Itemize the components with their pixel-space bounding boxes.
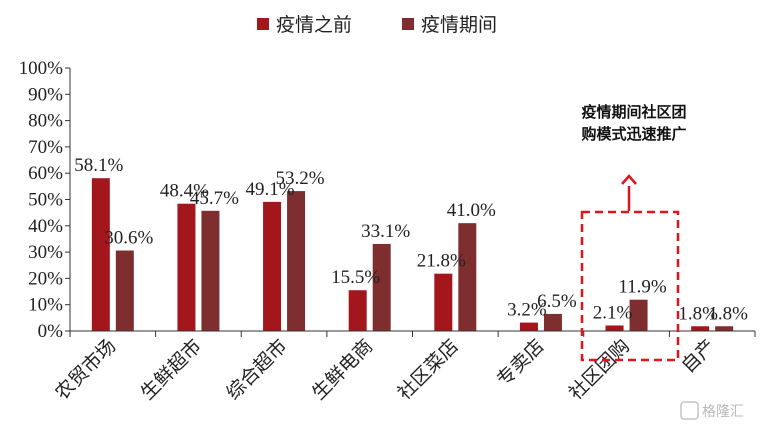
x-category-label: 农贸市场 <box>51 335 120 404</box>
data-label: 53.2% <box>276 168 325 189</box>
annotation: 疫情期间社区团 购模式迅速推广 <box>580 103 687 362</box>
bar <box>91 178 110 331</box>
y-tick-label: 90% <box>28 84 63 105</box>
bar <box>263 201 282 331</box>
bars <box>91 178 734 331</box>
bar <box>691 326 710 331</box>
y-tick-label: 100% <box>19 58 64 79</box>
data-label: 49.1% <box>246 179 295 200</box>
x-category-label: 生鲜超市 <box>137 335 206 404</box>
bar <box>543 313 562 331</box>
y-tick-label: 70% <box>28 137 63 158</box>
data-label: 1.8% <box>678 303 718 324</box>
data-label: 11.9% <box>618 277 667 298</box>
bar <box>372 243 391 331</box>
bar <box>177 203 196 331</box>
x-category-label: 综合超市 <box>222 335 291 404</box>
y-tick-label: 10% <box>28 295 63 316</box>
data-label: 6.5% <box>537 291 577 312</box>
data-label: 15.5% <box>331 267 380 288</box>
x-category-label: 自产 <box>677 335 719 377</box>
y-tick-label: 0% <box>38 321 64 342</box>
bar <box>629 299 648 331</box>
data-label: 21.8% <box>417 251 466 272</box>
bar <box>115 250 134 331</box>
bar <box>287 191 306 331</box>
legend-label-before: 疫情之前 <box>276 14 352 36</box>
data-label: 45.7% <box>190 188 239 209</box>
bar <box>434 273 453 331</box>
data-labels: 58.1% 30.6% 48.4%45.7% 49.1%53.2% 15.5% 33.1%… <box>74 155 748 324</box>
y-tick-label: 20% <box>28 268 63 289</box>
data-label: 48.4% <box>160 181 209 202</box>
annotation-line-1: 疫情期间社区团 <box>581 103 686 121</box>
data-label: 58.1% <box>74 155 123 176</box>
x-category-label: 社区团购 <box>565 335 634 404</box>
y-axis: 0% 10% 20% 30% 40% 50% 60% 70% 80% 90% 100% <box>19 58 71 342</box>
x-axis: 农贸市场 生鲜超市 综合超市 生鲜电商 社区菜店 专卖店 社区团购 自产 <box>51 330 756 404</box>
bar <box>201 210 220 331</box>
bar <box>605 325 624 331</box>
bar <box>519 322 538 331</box>
bar <box>715 326 734 331</box>
legend-swatch-before <box>257 18 269 30</box>
watermark-text: 格隆汇 <box>702 404 744 420</box>
data-label: 1.8% <box>708 303 748 324</box>
legend-swatch-during <box>402 18 414 30</box>
bar <box>348 290 367 331</box>
bar <box>458 223 477 331</box>
data-label: 3.2% <box>507 300 547 321</box>
watermark: 格隆汇 <box>680 401 744 420</box>
data-label: 33.1% <box>361 221 410 242</box>
legend-label-during: 疫情期间 <box>421 14 497 36</box>
annotation-arrow-head <box>621 174 637 185</box>
x-category-label: 专卖店 <box>493 335 549 391</box>
y-tick-label: 30% <box>28 242 63 263</box>
data-label: 2.1% <box>593 302 633 323</box>
x-category-label: 社区菜店 <box>394 335 463 404</box>
y-tick-label: 50% <box>28 190 63 211</box>
data-label: 30.6% <box>104 228 153 249</box>
legend: 疫情之前 疫情期间 <box>257 14 497 36</box>
y-tick-label: 80% <box>28 111 63 132</box>
highlight-box <box>580 210 680 362</box>
y-tick-label: 60% <box>28 163 63 184</box>
y-tick-label: 40% <box>28 216 63 237</box>
annotation-line-2: 购模式迅速推广 <box>581 125 686 143</box>
x-category-label: 生鲜电商 <box>308 335 377 404</box>
watermark-logo-icon <box>680 401 699 420</box>
data-label: 41.0% <box>447 200 496 221</box>
